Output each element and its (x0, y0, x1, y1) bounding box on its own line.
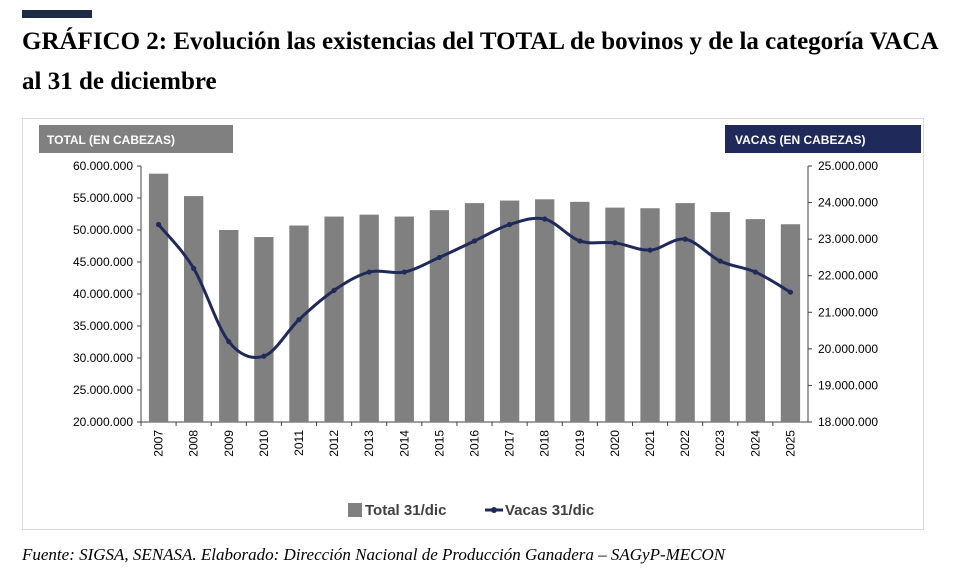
left-axis-header-box (39, 125, 233, 153)
x-tick-label: 2021 (643, 430, 657, 457)
x-tick-label: 2020 (608, 430, 622, 457)
point-vacas (577, 238, 583, 244)
x-tick-label: 2012 (327, 430, 341, 457)
left-tick-label: 50.000.000 (73, 223, 133, 237)
bar-total (289, 225, 309, 422)
x-tick-label: 2016 (468, 430, 482, 457)
title-accent-bar (22, 10, 92, 18)
x-tick-label: 2009 (222, 430, 236, 457)
left-tick-label: 25.000.000 (73, 383, 133, 397)
point-vacas (191, 265, 197, 271)
left-tick-label: 40.000.000 (73, 287, 133, 301)
right-tick-label: 19.000.000 (818, 378, 878, 392)
left-axis-header-label: TOTAL (EN CABEZAS) (47, 133, 175, 147)
x-tick-label: 2013 (362, 430, 376, 457)
x-tick-label: 2014 (397, 430, 411, 457)
point-vacas (401, 269, 407, 275)
point-vacas (366, 269, 372, 275)
x-tick-label: 2010 (257, 430, 271, 457)
chart-frame: TOTAL (EN CABEZAS) VACAS (EN CABEZAS) 20… (22, 118, 924, 530)
right-tick-label: 24.000.000 (818, 196, 878, 210)
x-tick-label: 2025 (783, 430, 797, 457)
bar-total (745, 219, 765, 422)
chart-title: GRÁFICO 2: Evolución las existencias del… (22, 28, 938, 95)
legend-swatch-vacas-marker (491, 507, 497, 513)
point-vacas (155, 221, 162, 228)
right-tick-label: 21.000.000 (818, 305, 878, 319)
bar-total (184, 196, 204, 422)
left-tick-label: 45.000.000 (73, 255, 133, 269)
right-tick-label: 25.000.000 (818, 159, 878, 173)
bar-total (219, 230, 239, 422)
legend-swatch-total (348, 503, 362, 517)
bar-total (605, 207, 625, 422)
right-tick-label: 18.000.000 (818, 415, 878, 429)
bar-total (324, 216, 344, 422)
point-vacas (717, 258, 723, 264)
bar-total (254, 237, 274, 422)
x-tick-label: 2007 (152, 430, 166, 457)
x-tick-label: 2011 (292, 430, 306, 456)
point-vacas (542, 216, 548, 222)
point-vacas (682, 236, 688, 242)
bar-total (675, 203, 695, 422)
point-vacas (261, 353, 267, 359)
x-tick-label: 2024 (748, 430, 762, 457)
x-tick-label: 2019 (573, 430, 587, 457)
point-vacas (612, 240, 618, 246)
x-tick-label: 2017 (503, 430, 517, 457)
x-tick-label: 2023 (713, 430, 727, 457)
point-vacas (647, 247, 653, 253)
point-vacas (296, 317, 302, 323)
x-tick-label: 2015 (432, 430, 446, 457)
point-vacas (331, 287, 337, 293)
left-tick-label: 35.000.000 (73, 319, 133, 333)
right-tick-label: 20.000.000 (818, 342, 878, 356)
bar-total (535, 199, 555, 422)
legend-label-vacas: Vacas 31/dic (505, 502, 594, 519)
bar-total (429, 210, 450, 422)
bar-total (394, 216, 414, 422)
x-tick-label: 2008 (187, 430, 201, 457)
point-vacas (471, 238, 478, 244)
x-tick-label: 2022 (678, 430, 692, 457)
point-vacas (436, 254, 442, 261)
point-vacas (226, 338, 232, 345)
right-axis-header-box (725, 125, 921, 153)
bar-total (148, 173, 169, 422)
source-note: Fuente: SIGSA, SENASA. Elaborado: Direcc… (22, 545, 726, 564)
bar-total (499, 200, 520, 422)
point-vacas (787, 289, 794, 295)
legend: Total 31/dic Vacas 31/dic (348, 502, 594, 519)
bar-total (710, 212, 730, 422)
right-tick-label: 22.000.000 (818, 269, 878, 283)
bar-total (359, 214, 379, 422)
left-tick-label: 55.000.000 (73, 191, 133, 205)
point-vacas (507, 221, 513, 228)
x-tick-label: 2018 (538, 430, 552, 457)
legend-label-total: Total 31/dic (365, 502, 446, 519)
bar-total (464, 203, 485, 422)
bar-total (640, 208, 660, 422)
right-axis-header-label: VACAS (EN CABEZAS) (735, 133, 865, 147)
right-tick-label: 23.000.000 (818, 232, 878, 246)
left-tick-label: 60.000.000 (73, 159, 133, 173)
bar-total (780, 224, 801, 422)
point-vacas (752, 269, 758, 275)
bar-total (570, 201, 590, 422)
plot-area: 20.000.000 25.000.000 30.000.000 35.000.000… (73, 159, 878, 457)
chart-svg: TOTAL (EN CABEZAS) VACAS (EN CABEZAS) 20… (39, 125, 921, 519)
left-tick-label: 20.000.000 (73, 415, 133, 429)
left-tick-label: 30.000.000 (73, 351, 133, 365)
